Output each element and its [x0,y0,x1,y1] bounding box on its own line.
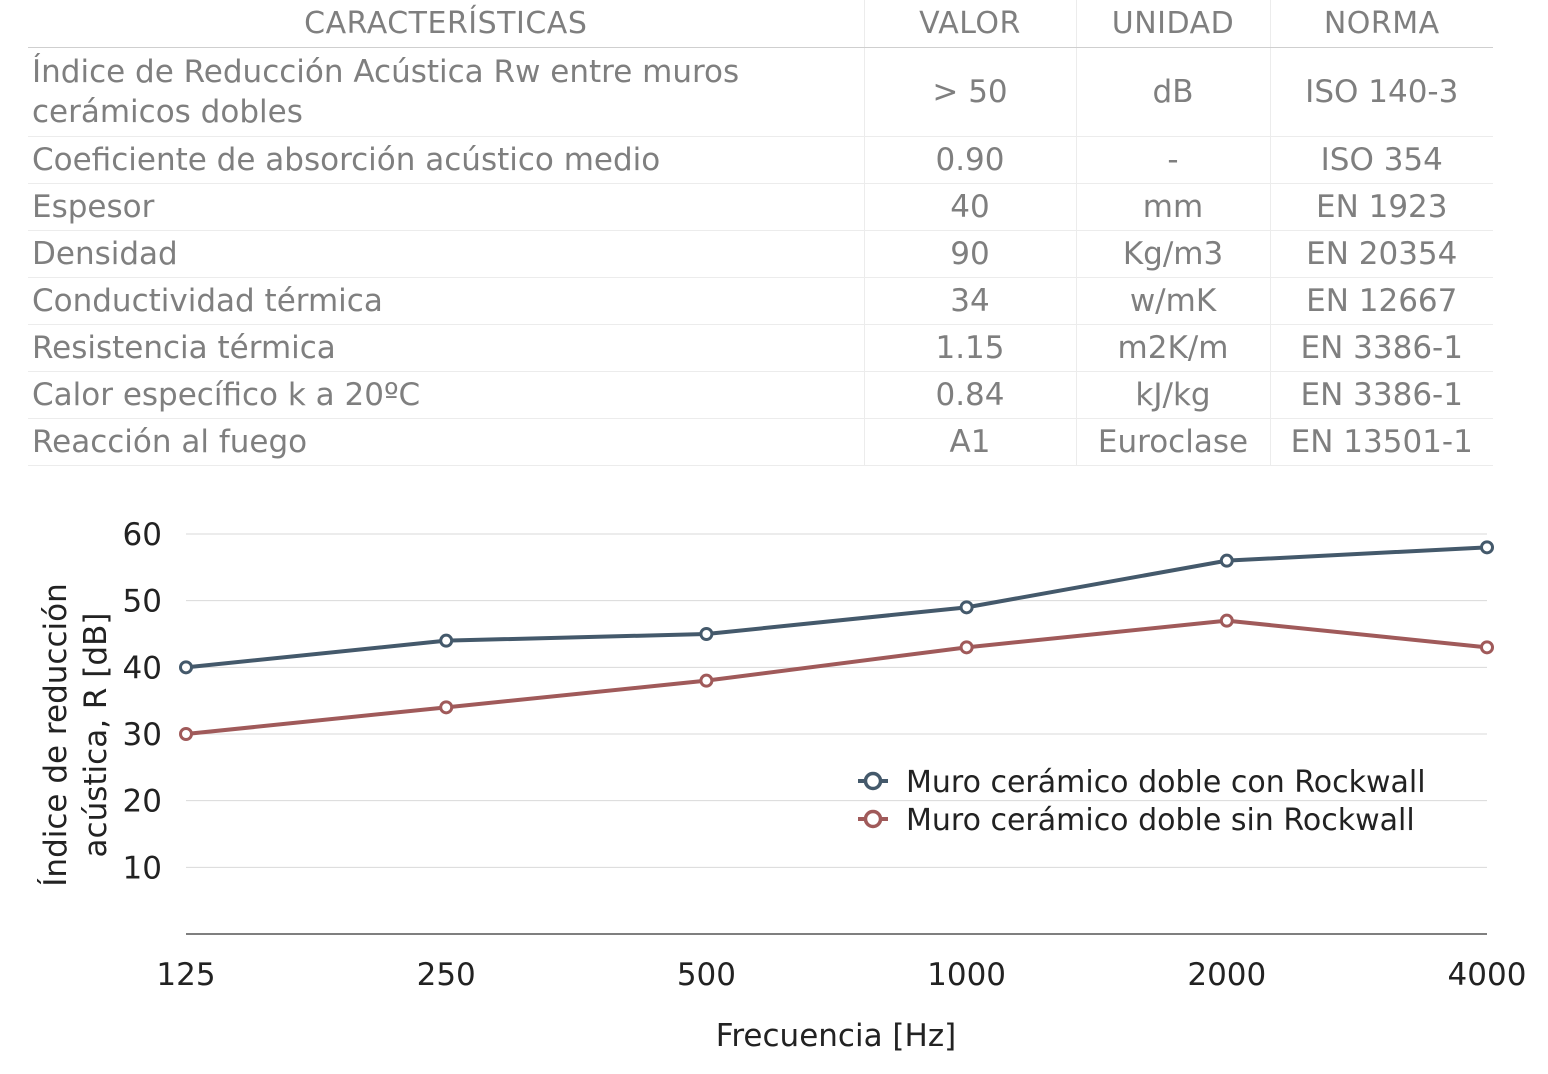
cell-unidad: Euroclase [1075,418,1270,466]
series-line [185,545,1488,670]
x-axis-title: Frecuencia [Hz] [716,1018,956,1054]
data-point [179,727,193,741]
data-point [959,640,974,655]
x-tick-labels: 125 250 500 1000 2000 4000 [156,957,1526,993]
y-tick-labels: 10 20 30 40 50 60 [123,517,162,886]
header-unidad: UNIDAD [1075,0,1270,48]
cell-valor: A1 [863,418,1076,466]
cell-norma: ISO 140-3 [1269,47,1493,137]
table-row: Calor específico k a 20ºC 0.84 kJ/kg EN … [28,371,1493,419]
cell-norma: EN 1923 [1269,183,1493,231]
legend-label: Muro cerámico doble sin Rockwall [906,803,1415,838]
cell-caracteristica: Índice de Reducción Acústica Rw entre mu… [28,47,864,137]
cell-valor: 40 [863,183,1076,231]
cell-unidad: kJ/kg [1075,371,1270,419]
table-row: Reacción al fuego A1 Euroclase EN 13501-… [28,418,1493,466]
cell-unidad: - [1075,136,1270,184]
data-point [179,660,193,675]
cell-norma: EN 3386-1 [1269,371,1493,419]
cell-norma: EN 12667 [1269,277,1493,325]
cell-caracteristica: Reacción al fuego [28,418,864,466]
data-point [1480,640,1494,655]
chart-grid [186,533,1487,935]
cell-unidad: Kg/m3 [1075,230,1270,278]
cell-norma: EN 3386-1 [1269,324,1493,372]
y-axis-title: Índice de reducción acústica, R [dB] [38,583,114,886]
table-row: Conductividad térmica 34 w/mK EN 12667 [28,277,1493,325]
cell-valor: 0.84 [863,371,1076,419]
y-tick-label: 10 [123,850,162,886]
cell-valor: 34 [863,277,1076,325]
cell-caracteristica: Calor específico k a 20ºC [28,371,864,419]
cell-valor: 0.90 [863,136,1076,184]
y-tick-label: 20 [123,784,162,820]
cell-norma: EN 13501-1 [1269,418,1493,466]
header-norma: NORMA [1269,0,1493,48]
data-point [699,627,714,641]
series-line [185,618,1488,736]
cell-caracteristica: Espesor [28,183,864,231]
cell-norma: EN 20354 [1269,230,1493,278]
cell-unidad: w/mK [1075,277,1270,325]
data-point [959,600,974,615]
table-row: Coeficiente de absorción acústico medio … [28,136,1493,184]
y-tick-label: 30 [123,717,162,753]
data-point [1219,613,1234,628]
data-point [439,633,454,648]
cell-caracteristica: Conductividad térmica [28,277,864,325]
legend-swatch-marker [863,771,883,791]
cell-caracteristica: Densidad [28,230,864,278]
header-valor: VALOR [863,0,1076,48]
data-point [1480,540,1494,555]
y-tick-label: 60 [123,517,162,553]
x-tick-label: 2000 [1187,957,1266,993]
x-tick-label: 125 [156,957,215,993]
chart-series [179,540,1494,741]
cell-caracteristica: Coeficiente de absorción acústico medio [28,136,864,184]
legend-label: Muro cerámico doble con Rockwall [906,765,1426,800]
y-tick-label: 50 [123,584,162,620]
data-point [699,673,714,688]
cell-caracteristica: Resistencia térmica [28,324,864,372]
table-row: Índice de Reducción Acústica Rw entre mu… [28,47,1493,137]
cell-norma: ISO 354 [1269,136,1493,184]
cell-unidad: dB [1075,47,1270,137]
line-chart: 10 20 30 40 50 60 125 250 500 1000 2000 4000 Muro … [38,517,1526,1054]
data-point [1219,553,1234,568]
characteristics-table: CARACTERÍSTICAS VALOR UNIDAD NORMA Índic… [28,0,1493,466]
table-row: Resistencia térmica 1.15 m2K/m EN 3386-1 [28,324,1493,372]
table-header-row: CARACTERÍSTICAS VALOR UNIDAD NORMA [28,0,1493,48]
table-row: Espesor 40 mm EN 1923 [28,183,1493,231]
cell-valor: 90 [863,230,1076,278]
x-tick-label: 1000 [927,957,1006,993]
y-tick-label: 40 [123,650,162,686]
x-tick-label: 4000 [1448,957,1527,993]
x-tick-label: 250 [417,957,476,993]
table-row: Densidad 90 Kg/m3 EN 20354 [28,230,1493,278]
cell-unidad: mm [1075,183,1270,231]
header-caracteristicas: CARACTERÍSTICAS [28,0,864,48]
data-point [439,700,454,715]
x-tick-label: 500 [677,957,736,993]
cell-unidad: m2K/m [1075,324,1270,372]
legend-swatch-marker [863,809,883,829]
cell-valor: 1.15 [863,324,1076,372]
cell-valor: > 50 [863,47,1076,137]
